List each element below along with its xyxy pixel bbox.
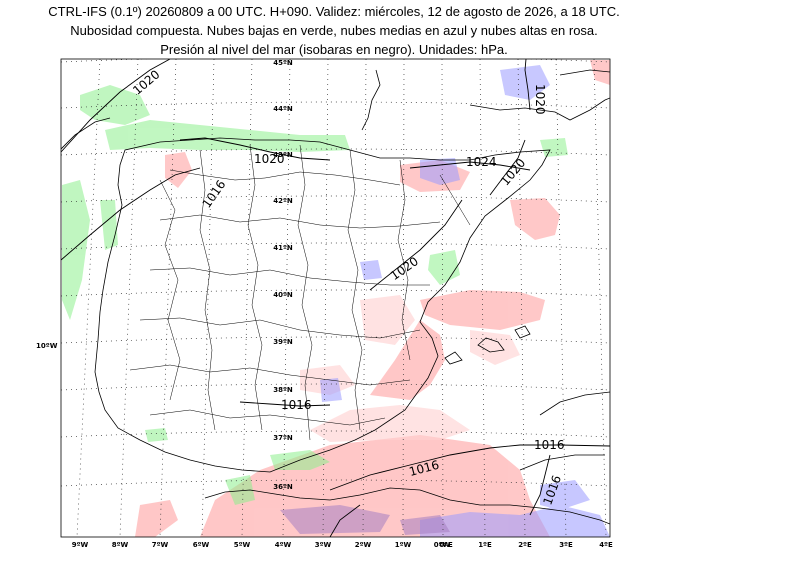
lat-label-38n: 38ºN xyxy=(273,386,293,394)
map-frame xyxy=(60,58,611,538)
lon-label: 2ºW xyxy=(355,541,372,549)
lon-label: 4ºE xyxy=(599,541,613,549)
lon-label: 2ºE xyxy=(518,541,532,549)
lat-label-45n: 45ºN xyxy=(273,59,293,67)
isobar-label: 1024 xyxy=(466,155,497,169)
lon-label: 9ºW xyxy=(72,541,89,549)
coastline xyxy=(61,69,610,525)
side-lon-label: 10ºW xyxy=(36,342,58,350)
mixed-clouds xyxy=(280,505,450,535)
isobar-label: 1020 xyxy=(388,254,421,283)
isobar-label: 1016 xyxy=(281,398,312,412)
lon-label: 7ºW xyxy=(152,541,169,549)
lat-label-37n: 37ºN xyxy=(273,434,293,442)
isobar-lines xyxy=(61,59,610,537)
lon-label: 5ºW xyxy=(234,541,251,549)
lon-label: 6ºW xyxy=(193,541,210,549)
isobar-label: 1020 xyxy=(130,67,162,97)
map-title: CTRL-IFS (0.1º) 20260809 a 00 UTC. H+090… xyxy=(0,2,668,59)
title-line-2: Nubosidad compuesta. Nubes bajas en verd… xyxy=(70,23,598,38)
lon-label: 0ºE xyxy=(439,541,453,549)
lon-label: 1ºW xyxy=(395,541,412,549)
lon-label: 3ºW xyxy=(315,541,332,549)
lat-label-36n: 36ºN xyxy=(273,483,293,491)
lon-label: 8ºW xyxy=(112,541,129,549)
lat-label-42n: 42ºN xyxy=(273,197,293,205)
isobar-label: 1020 xyxy=(533,84,547,115)
title-line-3: Presión al nivel del mar (isobaras en ne… xyxy=(160,42,508,57)
lat-label-39n: 39ºN xyxy=(273,338,293,346)
cloud-layer xyxy=(62,60,610,537)
lat-label-43n: 43ºN xyxy=(273,151,293,159)
lat-label-40n: 40ºN xyxy=(273,291,293,299)
isobar-label: 1016 xyxy=(199,178,228,211)
lon-label: 0ºW xyxy=(434,541,451,549)
isobar-label: 1020 xyxy=(498,156,528,188)
lat-label-44n: 44ºN xyxy=(273,105,293,113)
lon-label: 1ºE xyxy=(478,541,492,549)
longitude-labels: 9ºW 8ºW 7ºW 6ºW 5ºW 4ºW 3ºW 2ºW 1ºW 0ºW … xyxy=(72,541,613,549)
isobar-label: 1020 xyxy=(254,152,285,166)
latitude-labels: 45ºN 44ºN 43ºN 42ºN 41ºN 40ºN 39ºN 38ºN … xyxy=(273,59,293,491)
mid-clouds xyxy=(320,65,610,537)
province-borders xyxy=(129,144,471,441)
lon-label: 3ºE xyxy=(559,541,573,549)
lon-label: 4ºW xyxy=(275,541,292,549)
isobar-label: 1016 xyxy=(534,438,565,452)
title-line-1: CTRL-IFS (0.1º) 20260809 a 00 UTC. H+090… xyxy=(48,4,620,19)
lat-label-41n: 41ºN xyxy=(273,244,293,252)
